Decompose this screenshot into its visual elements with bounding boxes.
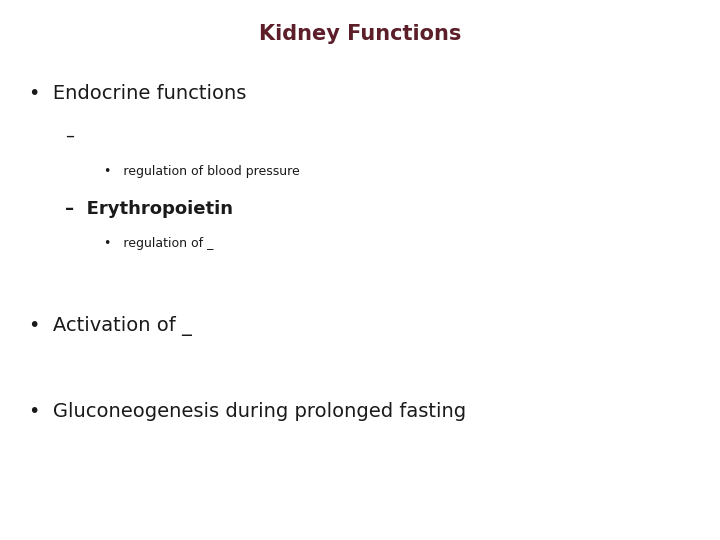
Text: –  Erythropoietin: – Erythropoietin bbox=[65, 200, 233, 218]
Text: •  Activation of _: • Activation of _ bbox=[29, 316, 192, 336]
Text: Kidney Functions: Kidney Functions bbox=[258, 24, 462, 44]
Text: –: – bbox=[65, 127, 73, 145]
Text: •   regulation of _: • regulation of _ bbox=[104, 237, 214, 249]
Text: •  Endocrine functions: • Endocrine functions bbox=[29, 84, 246, 103]
Text: •  Gluconeogenesis during prolonged fasting: • Gluconeogenesis during prolonged fasti… bbox=[29, 402, 466, 421]
Text: •   regulation of blood pressure: • regulation of blood pressure bbox=[104, 165, 300, 178]
